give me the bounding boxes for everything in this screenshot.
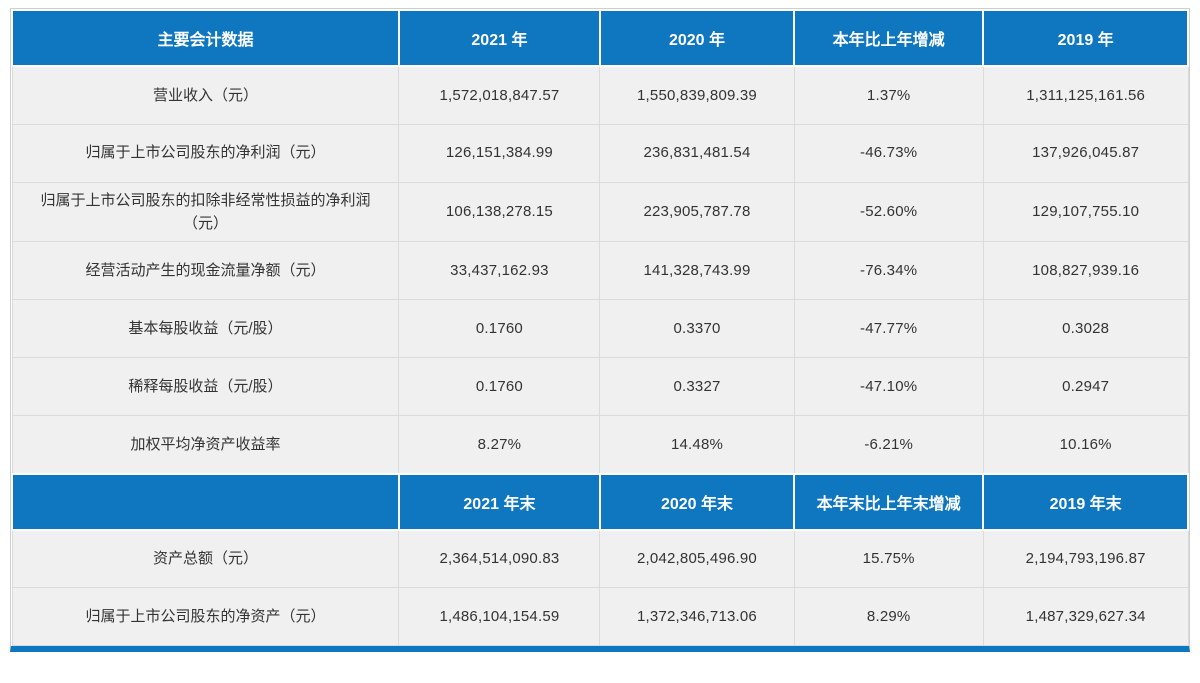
cell-value: -52.60% [793,181,984,242]
key-accounting-data-table: 主要会计数据 2021 年 2020 年 本年比上年增减 2019 年 营业收入… [11,9,1189,646]
header-blank-cell [11,472,400,531]
table-row: 加权平均净资产收益率 8.27% 14.48% -6.21% 10.16% [11,415,1189,474]
cell-value: 0.1760 [398,357,601,416]
row-label: 归属于上市公司股东的净资产（元） [11,587,400,646]
cell-value: 106,138,278.15 [398,181,601,242]
row-label: 经营活动产生的现金流量净额（元） [11,241,400,300]
header-end-2021: 2021 年末 [397,472,601,531]
cell-value: 8.29% [793,587,984,646]
row-label: 稀释每股收益（元/股） [11,357,400,416]
cell-value: 1,372,346,713.06 [599,587,795,646]
annual-header-row: 主要会计数据 2021 年 2020 年 本年比上年增减 2019 年 [11,9,1189,67]
table-row: 资产总额（元） 2,364,514,090.83 2,042,805,496.90 1… [11,529,1189,588]
cell-value: 223,905,787.78 [599,181,795,242]
cell-value: 14.48% [599,415,795,474]
cell-value: -76.34% [793,241,984,300]
cell-value: 8.27% [398,415,601,474]
cell-value: 1.37% [793,65,984,125]
row-label: 归属于上市公司股东的扣除非经常性损益的净利润（元） [11,181,400,242]
financial-summary-table: 主要会计数据 2021 年 2020 年 本年比上年增减 2019 年 营业收入… [10,8,1190,652]
header-yoy-change: 本年比上年增减 [793,9,985,67]
cell-value: 2,194,793,196.87 [982,529,1189,588]
cell-value: -6.21% [793,415,984,474]
balance-header-row: 2021 年末 2020 年末 本年末比上年末增减 2019 年末 [11,472,1189,531]
cell-value: -46.73% [793,123,984,183]
cell-value: 1,486,104,154.59 [398,587,601,646]
cell-value: 1,487,329,627.34 [982,587,1189,646]
table-row: 营业收入（元） 1,572,018,847.57 1,550,839,809.39 1… [11,65,1189,125]
cell-value: 15.75% [793,529,984,588]
cell-value: 129,107,755.10 [982,181,1189,242]
header-year-2021: 2021 年 [397,9,601,67]
balance-rows-section: 资产总额（元） 2,364,514,090.83 2,042,805,496.90 1… [11,529,1189,646]
cell-value: 33,437,162.93 [398,241,601,300]
cell-value: 2,042,805,496.90 [599,529,795,588]
cell-value: 126,151,384.99 [398,123,601,183]
cell-value: 108,827,939.16 [982,241,1189,300]
header-end-2019: 2019 年末 [982,472,1189,531]
cell-value: 0.3327 [599,357,795,416]
header-end-yoy-change: 本年末比上年末增减 [793,472,985,531]
header-year-2020: 2020 年 [598,9,796,67]
cell-value: 236,831,481.54 [599,123,795,183]
row-label: 资产总额（元） [11,529,400,588]
cell-value: 10.16% [982,415,1189,474]
header-end-2020: 2020 年末 [598,472,796,531]
header-main-label: 主要会计数据 [11,9,400,67]
cell-value: 1,550,839,809.39 [599,65,795,125]
annual-rows-section: 营业收入（元） 1,572,018,847.57 1,550,839,809.39 1… [11,65,1189,474]
cell-value: -47.77% [793,299,984,358]
table-row: 归属于上市公司股东的扣除非经常性损益的净利润（元） 106,138,278.15 2… [11,181,1189,242]
cell-value: 0.1760 [398,299,601,358]
cell-value: 1,572,018,847.57 [398,65,601,125]
cell-value: 137,926,045.87 [982,123,1189,183]
cell-value: 0.3370 [599,299,795,358]
table-row: 稀释每股收益（元/股） 0.1760 0.3327 -47.10% 0.2947 [11,357,1189,416]
cell-value: 141,328,743.99 [599,241,795,300]
row-label: 归属于上市公司股东的净利润（元） [11,123,400,183]
cell-value: 0.3028 [982,299,1189,358]
table-row: 归属于上市公司股东的净利润（元） 126,151,384.99 236,831,48… [11,123,1189,183]
table-row: 基本每股收益（元/股） 0.1760 0.3370 -47.77% 0.3028 [11,299,1189,358]
cell-value: 0.2947 [982,357,1189,416]
header-year-2019: 2019 年 [982,9,1189,67]
table-row: 经营活动产生的现金流量净额（元） 33,437,162.93 141,328,743… [11,241,1189,300]
cell-value: 2,364,514,090.83 [398,529,601,588]
row-label: 基本每股收益（元/股） [11,299,400,358]
cell-value: -47.10% [793,357,984,416]
row-label: 营业收入（元） [11,65,400,125]
table-row: 归属于上市公司股东的净资产（元） 1,486,104,154.59 1,372,34… [11,587,1189,646]
row-label: 加权平均净资产收益率 [11,415,400,474]
cell-value: 1,311,125,161.56 [982,65,1189,125]
